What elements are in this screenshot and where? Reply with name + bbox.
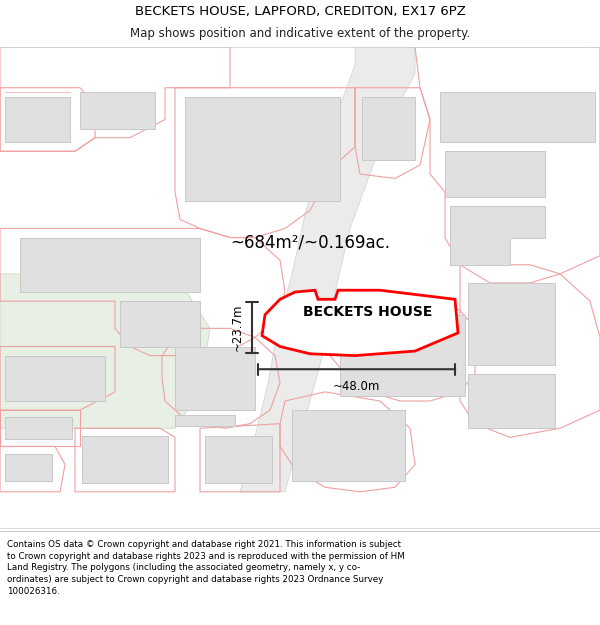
- Text: ~48.0m: ~48.0m: [333, 380, 380, 393]
- Polygon shape: [5, 356, 105, 401]
- Polygon shape: [175, 346, 255, 410]
- Polygon shape: [205, 436, 272, 482]
- Polygon shape: [450, 206, 545, 265]
- Polygon shape: [440, 92, 595, 142]
- Polygon shape: [80, 92, 155, 129]
- Polygon shape: [0, 274, 210, 428]
- Polygon shape: [240, 47, 415, 492]
- Polygon shape: [5, 97, 70, 142]
- Text: ~23.7m: ~23.7m: [231, 304, 244, 351]
- Text: BECKETS HOUSE, LAPFORD, CREDITON, EX17 6PZ: BECKETS HOUSE, LAPFORD, CREDITON, EX17 6…: [134, 5, 466, 18]
- Polygon shape: [82, 436, 168, 482]
- Polygon shape: [292, 410, 405, 481]
- Polygon shape: [262, 290, 458, 356]
- Text: BECKETS HOUSE: BECKETS HOUSE: [303, 305, 432, 319]
- Text: ~684m²/~0.169ac.: ~684m²/~0.169ac.: [230, 233, 390, 251]
- Polygon shape: [120, 301, 200, 346]
- Text: Map shows position and indicative extent of the property.: Map shows position and indicative extent…: [130, 28, 470, 40]
- Polygon shape: [468, 374, 555, 428]
- Polygon shape: [468, 283, 555, 364]
- Polygon shape: [20, 238, 200, 292]
- Polygon shape: [5, 418, 72, 439]
- Polygon shape: [5, 454, 52, 481]
- Text: Contains OS data © Crown copyright and database right 2021. This information is : Contains OS data © Crown copyright and d…: [7, 540, 405, 596]
- Polygon shape: [362, 97, 415, 161]
- Polygon shape: [185, 97, 340, 201]
- Polygon shape: [175, 414, 235, 426]
- Polygon shape: [445, 151, 545, 197]
- Polygon shape: [340, 315, 465, 396]
